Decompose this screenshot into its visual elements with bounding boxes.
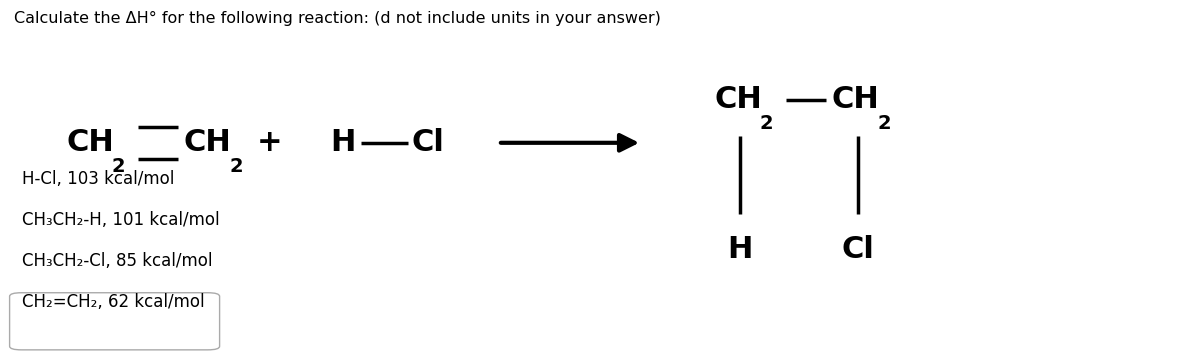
Text: 2: 2 bbox=[112, 156, 125, 176]
Text: CH: CH bbox=[832, 85, 880, 115]
Text: 2: 2 bbox=[229, 156, 242, 176]
Text: CH: CH bbox=[184, 128, 232, 157]
Text: H: H bbox=[727, 235, 754, 265]
FancyBboxPatch shape bbox=[10, 293, 220, 350]
Text: CH₃CH₂-H, 101 kcal/mol: CH₃CH₂-H, 101 kcal/mol bbox=[22, 211, 220, 228]
Text: Calculate the ΔH° for the following reaction: (d not include units in your answe: Calculate the ΔH° for the following reac… bbox=[14, 11, 661, 26]
Text: +: + bbox=[257, 128, 283, 157]
Text: H: H bbox=[330, 128, 355, 157]
Text: H-Cl, 103 kcal/mol: H-Cl, 103 kcal/mol bbox=[22, 170, 174, 187]
Text: 2: 2 bbox=[760, 114, 773, 133]
Text: 2: 2 bbox=[877, 114, 890, 133]
Text: Cl: Cl bbox=[841, 235, 875, 265]
Text: CH: CH bbox=[66, 128, 114, 157]
Text: CH₃CH₂-Cl, 85 kcal/mol: CH₃CH₂-Cl, 85 kcal/mol bbox=[22, 252, 212, 270]
Text: CH₂=CH₂, 62 kcal/mol: CH₂=CH₂, 62 kcal/mol bbox=[22, 293, 204, 311]
Text: Cl: Cl bbox=[412, 128, 444, 157]
Text: CH: CH bbox=[714, 85, 762, 115]
